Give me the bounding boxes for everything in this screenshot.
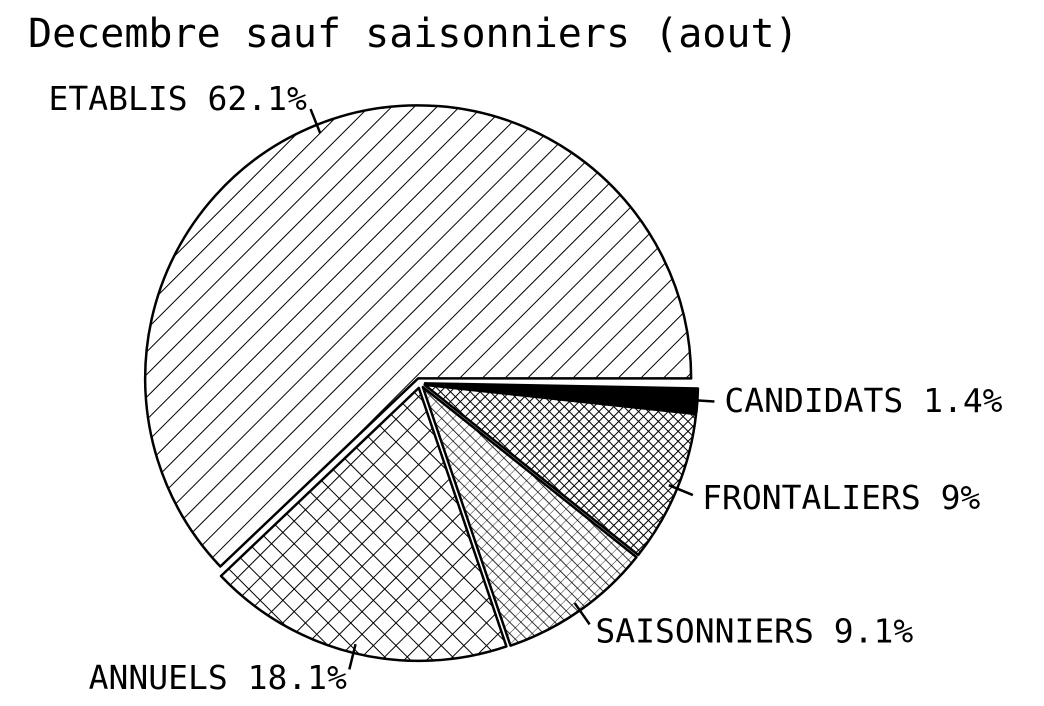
leader-line [668,484,694,497]
value-label: 62.1% [207,78,306,117]
slice-label: ANNUELS 18.1% [89,658,347,697]
chart-title: Decembre sauf saisonniers (aout) [28,11,799,57]
value-label: 18.1% [248,658,347,697]
category-label: SAISONNIERS [595,611,814,650]
value-label: 9.1% [834,611,914,650]
slice-label: ETABLIS 62.1% [49,78,307,117]
slice-label: CANDIDATS 1.4% [724,381,1002,420]
leader-line [688,398,715,403]
slice-label: SAISONNIERS 9.1% [595,611,913,650]
category-label: ETABLIS [49,78,188,117]
category-label: CANDIDATS [724,381,903,420]
value-label: 9% [941,477,981,516]
leader-line [348,643,357,670]
category-label: ANNUELS [89,658,228,697]
category-label: FRONTALIERS [702,477,921,516]
leader-line [573,602,591,626]
leader-line [309,108,322,134]
slice-label: FRONTALIERS 9% [702,477,980,516]
value-label: 1.4% [923,381,1003,420]
